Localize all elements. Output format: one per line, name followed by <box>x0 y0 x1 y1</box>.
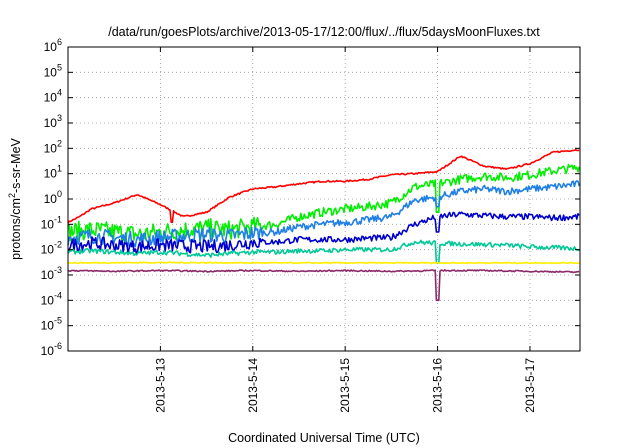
y-tick-label: 106 <box>44 37 62 54</box>
x-axis: 2013-5-13 2013-5-14 2013-5-15 2013-5-16 2013… <box>153 47 537 413</box>
y-tick-label: 10-4 <box>41 290 62 307</box>
y-axis-label: protons/cm2-s-sr-MeV <box>7 137 23 259</box>
chart-title: /data/run/goesPlots/archive/2013-05-17/1… <box>108 25 540 39</box>
y-axis-label-rest: -s-sr-MeV <box>9 137 23 193</box>
x-tick-label: 2013-5-17 <box>523 358 537 413</box>
y-tick-label: 102 <box>44 138 62 155</box>
y-axis-label-main: protons/cm <box>9 198 23 260</box>
y-tick-label: 10-2 <box>41 240 62 257</box>
series-line-7 <box>67 269 580 302</box>
y-axis: 10-6 10-5 10-4 10-3 10-2 10-1 100 101 102 103 104 1… <box>41 37 580 358</box>
y-tick-label: 10-5 <box>41 316 62 333</box>
y-tick-label: 103 <box>44 113 62 130</box>
plot-frame <box>67 46 581 352</box>
y-tick-label: 10-6 <box>41 341 62 358</box>
y-axis-label-sup: 2 <box>7 193 17 198</box>
x-tick-label: 2013-5-16 <box>431 358 445 413</box>
plot-area <box>67 148 580 302</box>
x-tick-label: 2013-5-14 <box>246 358 260 413</box>
x-tick-label: 2013-5-13 <box>153 358 167 413</box>
series-line-3 <box>67 180 580 248</box>
grid <box>68 47 580 351</box>
series-line-4 <box>67 211 580 254</box>
series-line-2 <box>67 163 580 244</box>
y-tick-label: 105 <box>44 62 62 79</box>
x-tick-label: 2013-5-15 <box>338 358 352 413</box>
series-line-1 <box>67 148 580 224</box>
series-line-5 <box>67 239 580 264</box>
x-axis-label: Coordinated Universal Time (UTC) <box>228 431 420 445</box>
y-tick-label: 104 <box>44 88 62 105</box>
y-tick-label: 10-3 <box>41 265 62 282</box>
y-tick-label: 100 <box>44 189 62 206</box>
y-tick-label: 10-1 <box>41 214 62 231</box>
series-line-6 <box>67 261 580 265</box>
y-tick-label: 101 <box>44 164 62 181</box>
